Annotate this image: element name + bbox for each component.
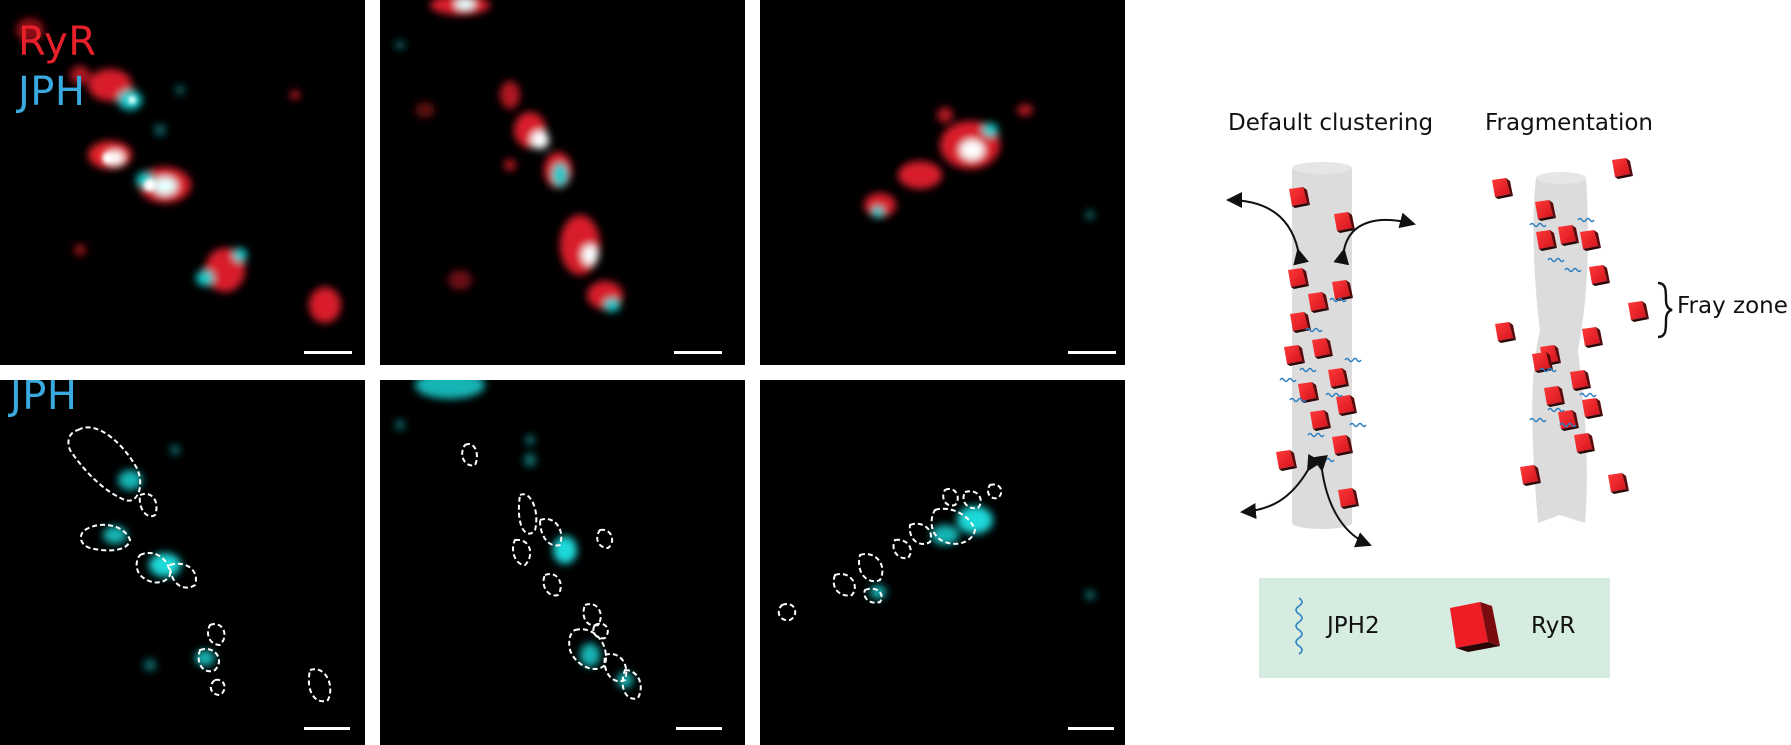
micrograph-top-3 — [760, 0, 1125, 365]
scale-bar — [304, 727, 350, 730]
legend-jph2-label: JPH2 — [1327, 613, 1380, 639]
schematic-diagram — [1226, 158, 1673, 548]
micrograph-top-1: RyR JPH — [0, 0, 365, 365]
jph2-icon — [1295, 597, 1303, 655]
title-default-clustering: Default clustering — [1228, 110, 1434, 136]
micrograph-bottom-1: JPH — [0, 380, 365, 745]
scale-bar — [1068, 351, 1116, 354]
movement-arrows — [1226, 192, 1416, 548]
scale-bar — [674, 351, 722, 354]
micrograph-top-3-image — [864, 104, 1095, 220]
legend: JPH2 RyR — [1259, 578, 1610, 678]
title-fragmentation: Fragmentation — [1485, 110, 1654, 136]
legend-ryr-label: RyR — [1531, 613, 1576, 639]
label-jph-bottom: JPH — [10, 380, 78, 419]
micrograph-bottom-2 — [380, 380, 745, 745]
fray-zone-brace — [1657, 281, 1673, 339]
micrograph-bottom-3-image — [777, 483, 1095, 622]
micrograph-top-2-image — [395, 0, 623, 312]
scale-bar — [304, 351, 352, 354]
micrograph-bottom-2-image — [395, 380, 642, 700]
micrograph-top-1-image — [16, 18, 341, 323]
scale-bar — [1068, 727, 1114, 730]
tubule-fragmented — [1532, 172, 1588, 523]
micrograph-top-2 — [380, 0, 745, 365]
micrograph-bottom-3 — [760, 380, 1125, 745]
ryr-icon — [1450, 602, 1500, 652]
fray-zone-label: Fray zone — [1677, 293, 1788, 319]
scale-bar — [676, 727, 722, 730]
label-jph: JPH — [18, 69, 86, 115]
label-ryr: RyR — [18, 19, 97, 65]
micrograph-bottom-1-image — [67, 426, 332, 703]
